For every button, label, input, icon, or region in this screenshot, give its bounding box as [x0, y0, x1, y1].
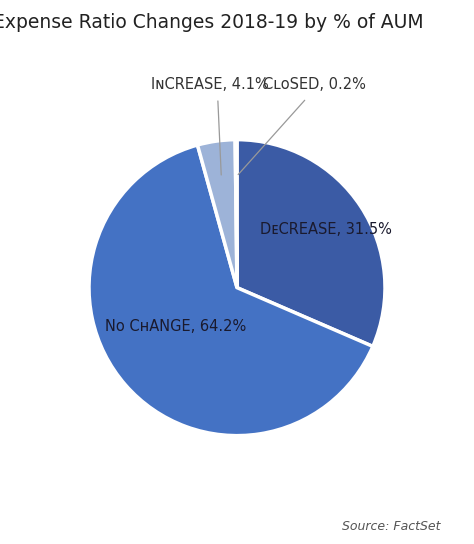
Text: DᴇCREASE, 31.5%: DᴇCREASE, 31.5%: [260, 222, 392, 237]
Wedge shape: [235, 140, 237, 288]
Wedge shape: [237, 140, 385, 347]
Text: Expense Ratio Changes 2018-19 by % of AUM: Expense Ratio Changes 2018-19 by % of AU…: [0, 13, 423, 32]
Wedge shape: [198, 140, 237, 288]
Wedge shape: [89, 145, 373, 436]
Text: CʟᴏSED, 0.2%: CʟᴏSED, 0.2%: [263, 77, 365, 92]
Text: Nᴏ CʜANGE, 64.2%: Nᴏ CʜANGE, 64.2%: [105, 319, 246, 335]
Text: IɴCREASE, 4.1%: IɴCREASE, 4.1%: [152, 77, 269, 92]
Text: Source: FactSet: Source: FactSet: [342, 520, 441, 533]
